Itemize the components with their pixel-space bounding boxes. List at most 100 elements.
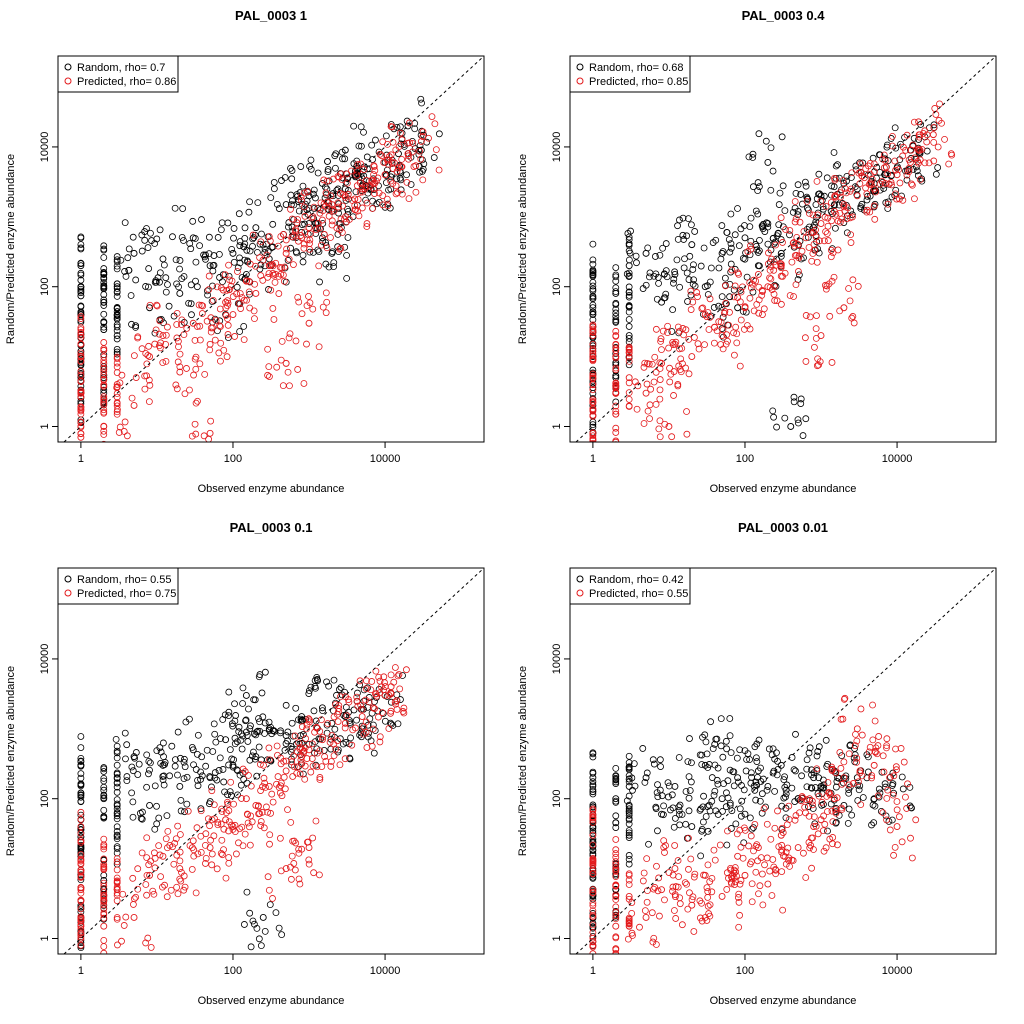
data-point xyxy=(846,187,854,195)
data-point xyxy=(719,326,727,334)
data-point xyxy=(612,402,620,410)
data-point xyxy=(242,692,250,699)
data-point xyxy=(701,341,708,349)
data-point xyxy=(693,289,701,296)
data-point xyxy=(612,345,620,352)
data-point xyxy=(253,772,261,780)
data-point xyxy=(372,667,380,675)
data-point xyxy=(198,216,205,223)
data-point xyxy=(180,755,188,763)
data-point xyxy=(239,700,246,707)
data-point xyxy=(217,735,224,742)
data-point xyxy=(387,671,395,679)
data-point xyxy=(589,788,597,796)
data-point xyxy=(612,284,620,292)
data-point xyxy=(683,430,691,438)
data-point xyxy=(893,806,901,814)
data-point xyxy=(858,772,866,780)
legend-marker xyxy=(64,575,72,583)
data-point xyxy=(816,190,823,198)
data-point xyxy=(232,850,240,858)
data-point xyxy=(688,241,696,249)
data-point xyxy=(360,128,367,136)
data-point xyxy=(758,870,766,878)
data-point xyxy=(589,829,597,837)
data-point xyxy=(282,732,290,740)
data-point xyxy=(866,170,874,178)
data-point xyxy=(746,814,754,822)
data-point xyxy=(247,722,254,730)
data-point xyxy=(192,353,200,361)
data-point xyxy=(868,774,876,782)
data-point xyxy=(812,822,820,830)
data-point xyxy=(612,873,620,880)
data-point xyxy=(303,340,310,348)
data-point xyxy=(175,283,182,291)
data-point xyxy=(328,205,336,213)
data-point xyxy=(625,855,633,863)
data-point xyxy=(278,792,286,800)
data-point xyxy=(652,253,659,260)
data-point xyxy=(680,264,688,272)
data-point xyxy=(794,844,802,852)
data-point xyxy=(77,848,85,856)
data-point xyxy=(304,838,312,846)
data-point xyxy=(298,228,306,236)
data-point xyxy=(197,848,205,856)
data-point xyxy=(812,226,819,234)
data-point xyxy=(313,673,321,681)
data-point xyxy=(804,233,812,241)
data-point xyxy=(197,457,203,463)
data-point xyxy=(300,240,308,248)
data-point xyxy=(113,815,121,823)
data-point xyxy=(892,190,899,198)
data-point xyxy=(265,233,273,240)
data-point xyxy=(288,167,296,174)
data-point xyxy=(625,395,633,403)
data-point xyxy=(868,772,876,779)
data-point xyxy=(202,762,210,770)
data-point xyxy=(236,254,243,262)
data-point xyxy=(77,939,85,946)
data-point xyxy=(153,802,160,810)
data-point xyxy=(930,124,938,131)
data-point xyxy=(589,340,597,348)
data-point xyxy=(146,759,154,767)
data-point xyxy=(857,160,864,168)
data-point xyxy=(224,297,231,305)
data-point xyxy=(682,326,690,334)
data-point xyxy=(910,134,918,142)
data-point xyxy=(306,240,313,247)
data-point xyxy=(755,296,763,304)
data-point xyxy=(252,224,260,232)
data-point xyxy=(625,353,633,361)
x-axis-label: Observed enzyme abundance xyxy=(710,483,857,495)
data-point xyxy=(384,160,392,168)
data-point xyxy=(300,380,308,387)
data-point xyxy=(251,315,258,323)
data-point xyxy=(310,186,318,194)
data-point xyxy=(589,370,597,378)
data-point xyxy=(243,246,251,254)
data-point xyxy=(376,677,384,685)
data-point xyxy=(215,767,223,774)
data-point xyxy=(774,230,782,238)
data-point xyxy=(683,269,691,277)
legend-marker xyxy=(64,77,72,85)
data-point xyxy=(287,201,295,209)
data-point xyxy=(245,288,253,296)
data-point xyxy=(918,175,925,183)
data-point xyxy=(288,233,296,241)
data-point xyxy=(100,794,108,802)
data-point xyxy=(412,188,420,196)
data-point xyxy=(612,846,620,854)
data-point xyxy=(180,331,188,339)
data-point xyxy=(138,247,146,255)
data-point xyxy=(652,941,660,948)
data-point xyxy=(224,321,232,329)
data-point xyxy=(866,179,874,187)
data-point xyxy=(77,353,85,361)
data-point xyxy=(431,120,439,128)
data-point xyxy=(100,386,108,394)
data-point xyxy=(774,807,781,815)
